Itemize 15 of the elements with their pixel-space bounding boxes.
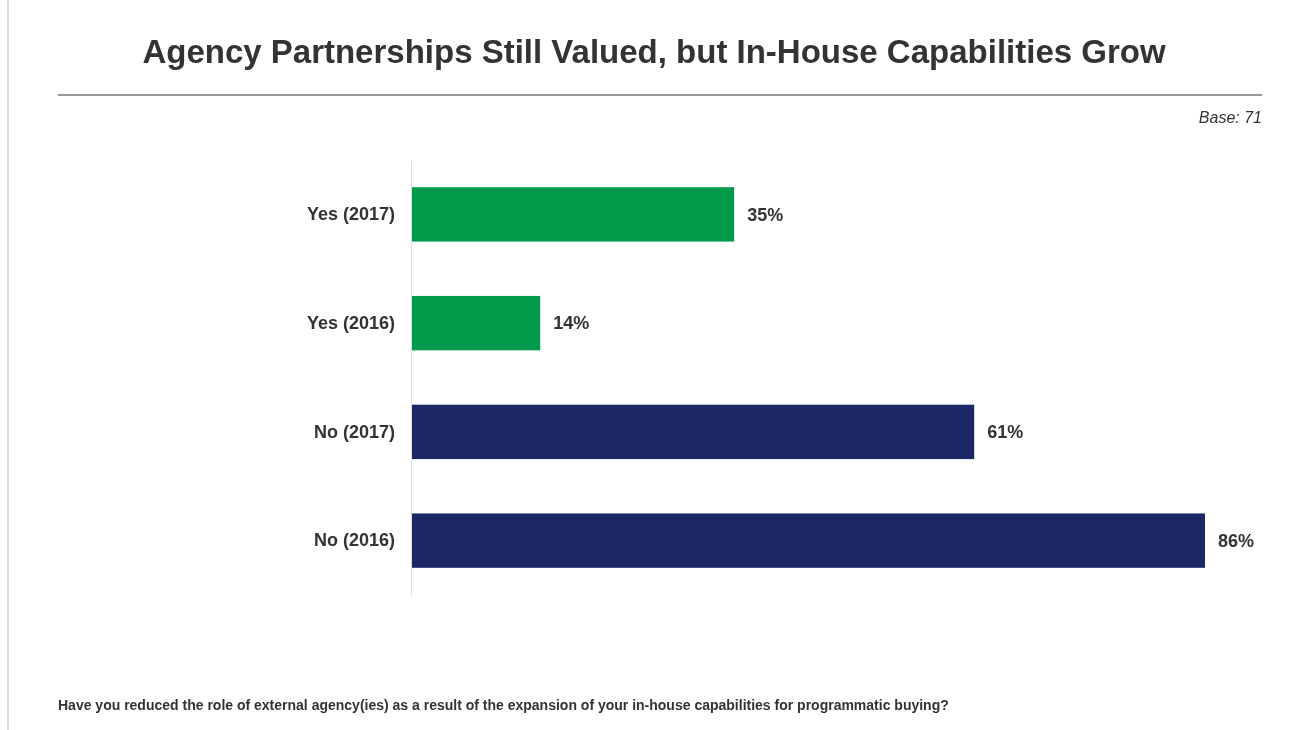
data-label: 86% <box>1218 530 1255 551</box>
bar <box>411 187 735 242</box>
bar <box>411 295 541 351</box>
bar <box>411 404 975 460</box>
bar <box>411 513 1205 568</box>
y-tick-label: Yes (2017) <box>306 204 395 225</box>
data-label: 14% <box>553 313 590 334</box>
data-label: 61% <box>987 422 1024 443</box>
text: Have you reduced the role of external agency(ies) as a result of the expansion of your in-house capabilities for programmatic buying? <box>58 697 949 713</box>
chart-title: Agency Partnerships Still Valued, but In-House Capabilities Grow <box>142 33 1166 70</box>
y-tick-label: Yes (2016) <box>306 312 395 333</box>
data-label: 35% <box>747 204 784 225</box>
y-tick-label: No (2017) <box>313 421 395 442</box>
y-tick-label: No (2016) <box>313 530 395 551</box>
text: Base: 71 <box>1198 109 1262 126</box>
